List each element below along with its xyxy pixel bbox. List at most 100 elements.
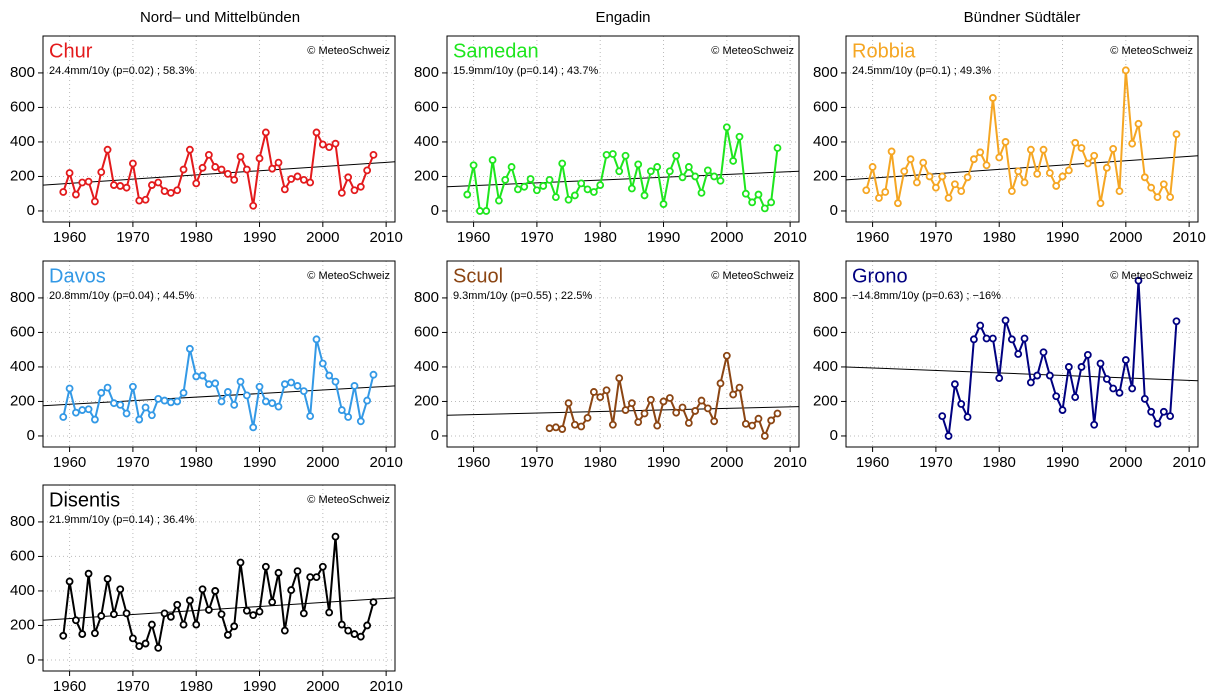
data-point <box>697 188 706 197</box>
data-point <box>249 201 258 210</box>
x-tick-label: 1970 <box>919 229 952 246</box>
data-point <box>602 150 611 159</box>
copyright: © MeteoSchweiz <box>307 270 390 282</box>
trend-line <box>446 170 800 188</box>
data-point <box>969 335 978 344</box>
data-point <box>672 408 681 417</box>
y-tick-label: 800 <box>813 64 838 81</box>
y-tick-label: 0 <box>27 651 35 668</box>
data-point <box>1096 199 1105 208</box>
data-point <box>223 388 232 396</box>
data-point <box>1026 378 1035 387</box>
data-point <box>331 532 340 541</box>
station-name: Grono <box>852 265 908 287</box>
data-point <box>925 172 934 181</box>
data-point <box>627 399 636 408</box>
panel: 0 200 400 600 800 1960 1970 1980 1990 2000 2010 Rob… <box>813 35 1206 246</box>
data-point <box>59 188 68 196</box>
data-point <box>1102 375 1111 383</box>
x-tick-label: 2010 <box>773 229 806 246</box>
x-tick-label: 1960 <box>53 229 86 246</box>
data-point <box>875 194 883 202</box>
plot-frame <box>446 35 800 223</box>
data-point <box>179 620 188 629</box>
y-tick-label: 200 <box>813 167 838 184</box>
data-point <box>65 577 74 586</box>
data-point <box>1166 412 1175 421</box>
data-point <box>950 380 959 389</box>
data-point <box>577 179 586 188</box>
data-point <box>147 620 156 629</box>
x-tick-label: 1970 <box>520 229 553 246</box>
stats-text: 24.5mm/10y (p=0.1) ; 49.3% <box>852 65 991 77</box>
data-point <box>350 630 359 638</box>
plot-frame <box>845 35 1199 223</box>
x-tick-label: 1960 <box>457 454 490 471</box>
data-point <box>128 634 137 643</box>
data-point <box>1001 316 1010 325</box>
data-point <box>110 399 118 408</box>
data-point <box>255 154 264 163</box>
data-point <box>596 181 605 189</box>
data-point <box>938 172 947 181</box>
data-point <box>760 432 769 440</box>
x-tick-label: 1990 <box>1046 229 1079 246</box>
plot-frame <box>845 260 1199 448</box>
data-point <box>249 423 258 432</box>
data-point <box>545 424 554 433</box>
data-point <box>363 396 372 405</box>
data-point <box>72 190 80 199</box>
data-point <box>261 397 270 406</box>
y-tick-label: 400 <box>414 133 439 150</box>
data-point <box>469 161 478 170</box>
data-point <box>551 193 560 202</box>
data-point <box>249 611 258 619</box>
y-tick-label: 800 <box>10 64 35 81</box>
data-point <box>957 400 966 408</box>
data-point <box>350 382 359 390</box>
data-point <box>710 417 719 426</box>
data-point <box>78 630 87 638</box>
data-point <box>678 173 687 182</box>
y-tick-label: 400 <box>414 358 439 375</box>
data-point <box>570 191 579 200</box>
data-point <box>894 199 902 208</box>
trend-line <box>42 161 396 186</box>
data-point <box>312 128 321 137</box>
data-point <box>564 399 573 408</box>
data-point <box>691 172 700 181</box>
data-point <box>716 379 725 388</box>
data-point <box>969 155 978 164</box>
data-point <box>615 374 624 383</box>
x-tick-label: 1960 <box>53 678 86 695</box>
x-tick-label: 1970 <box>116 229 149 246</box>
data-point <box>325 608 334 617</box>
data-point <box>608 420 617 429</box>
data-point <box>217 165 226 174</box>
data-point <box>463 190 472 199</box>
x-tick-label: 2000 <box>1109 229 1142 246</box>
data-point <box>211 163 220 171</box>
data-point <box>963 173 972 182</box>
y-tick-label: 200 <box>414 167 439 184</box>
copyright: © MeteoSchweiz <box>307 494 390 506</box>
data-point <box>306 178 315 187</box>
data-point <box>160 609 169 618</box>
data-point <box>135 642 144 651</box>
x-tick-label: 1990 <box>647 454 680 471</box>
data-point <box>211 587 220 595</box>
data-point <box>160 396 169 405</box>
data-point <box>488 156 497 164</box>
x-tick-label: 1980 <box>584 454 617 471</box>
data-point <box>97 388 106 397</box>
data-point <box>703 166 712 175</box>
data-point <box>520 182 529 191</box>
data-point <box>293 567 302 575</box>
data-point <box>1014 167 1023 176</box>
y-tick-label: 600 <box>10 547 35 564</box>
data-point <box>577 422 586 431</box>
x-tick-label: 1970 <box>919 454 952 471</box>
y-tick-label: 400 <box>813 358 838 375</box>
station-name: Chur <box>49 40 93 62</box>
data-point <box>128 382 137 391</box>
